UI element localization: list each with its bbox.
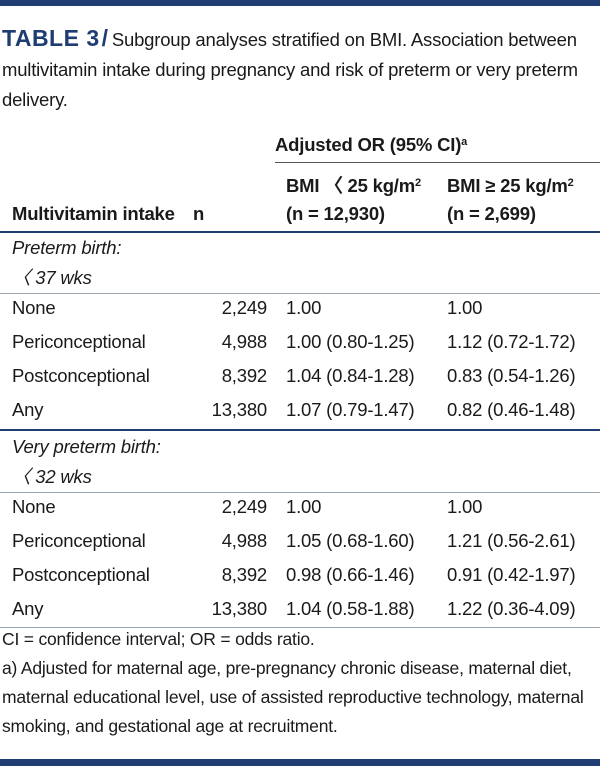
- top-accent-bar: [0, 0, 600, 6]
- row-label: None: [12, 297, 56, 318]
- row-or-bmi-high: 0.91 (0.42-1.97): [447, 564, 576, 585]
- bottom-accent-bar: [0, 759, 600, 766]
- section-divider: [0, 429, 600, 431]
- row-or-bmi-high: 1.00: [447, 297, 483, 318]
- column-header-intake: Multivitamin intake: [12, 203, 175, 224]
- row-n: 4,988: [221, 530, 267, 551]
- adjusted-or-header: Adjusted OR (95% CI)a: [275, 134, 468, 155]
- table-row: Postconceptional 8,392 0.98 (0.66-1.46) …: [0, 558, 600, 592]
- table-row: Periconceptional 4,988 1.00 (0.80-1.25) …: [0, 325, 600, 359]
- table-label: TABLE 3: [2, 25, 100, 51]
- header-rule: [0, 231, 600, 233]
- footnote-a: a) Adjusted for maternal age, pre-pregna…: [2, 658, 584, 736]
- abbreviations-note: CI = confidence interval; OR = odds rati…: [2, 629, 315, 649]
- row-n: 13,380: [211, 399, 268, 420]
- row-label: Postconceptional: [12, 564, 150, 585]
- row-or-bmi-low: 1.00 (0.80-1.25): [286, 331, 415, 352]
- table-row: Any 13,380 1.04 (0.58-1.88) 1.22 (0.36-4…: [0, 592, 600, 626]
- row-or-bmi-low: 1.04 (0.84-1.28): [286, 365, 415, 386]
- row-label: Any: [12, 598, 44, 619]
- row-label: Periconceptional: [12, 331, 146, 352]
- group-header-rule: [275, 162, 600, 163]
- table-bottom-rule: [0, 627, 600, 628]
- row-n: 8,392: [221, 564, 267, 585]
- column-header-bmi-low: BMI 〈 25 kg/m2 (n = 12,930): [286, 175, 421, 224]
- table-row: Periconceptional 4,988 1.05 (0.68-1.60) …: [0, 524, 600, 558]
- section-rule: [0, 492, 600, 493]
- row-n: 8,392: [221, 365, 267, 386]
- row-label: Periconceptional: [12, 530, 146, 551]
- row-or-bmi-low: 1.07 (0.79-1.47): [286, 399, 415, 420]
- row-or-bmi-low: 1.00: [286, 496, 322, 517]
- row-n: 2,249: [221, 496, 267, 517]
- table-row: Postconceptional 8,392 1.04 (0.84-1.28) …: [0, 359, 600, 393]
- column-header-n: n: [193, 203, 205, 224]
- caption-text: Subgroup analyses stratified on BMI. Ass…: [2, 29, 578, 110]
- section-title-preterm: Preterm birth: 〈 37 wks: [12, 237, 122, 288]
- row-n: 4,988: [221, 331, 267, 352]
- row-n: 13,380: [211, 598, 268, 619]
- row-or-bmi-high: 1.22 (0.36-4.09): [447, 598, 576, 619]
- table-row: None 2,249 1.00 1.00: [0, 490, 600, 524]
- row-or-bmi-high: 1.12 (0.72-1.72): [447, 331, 576, 352]
- row-n: 2,249: [221, 297, 267, 318]
- row-or-bmi-high: 0.82 (0.46-1.48): [447, 399, 576, 420]
- column-header-bmi-high: BMI ≥ 25 kg/m2 (n = 2,699): [447, 175, 574, 224]
- row-label: None: [12, 496, 56, 517]
- table-caption: TABLE 3/Subgroup analyses stratified on …: [2, 23, 598, 115]
- row-or-bmi-high: 1.00: [447, 496, 483, 517]
- row-or-bmi-high: 0.83 (0.54-1.26): [447, 365, 576, 386]
- table-row: Any 13,380 1.07 (0.79-1.47) 0.82 (0.46-1…: [0, 393, 600, 427]
- row-or-bmi-low: 0.98 (0.66-1.46): [286, 564, 415, 585]
- row-label: Postconceptional: [12, 365, 150, 386]
- row-or-bmi-low: 1.04 (0.58-1.88): [286, 598, 415, 619]
- section-rule: [0, 293, 600, 294]
- caption-slash: /: [101, 25, 108, 51]
- row-or-bmi-low: 1.00: [286, 297, 322, 318]
- footnote-marker: a: [461, 136, 468, 148]
- row-label: Any: [12, 399, 44, 420]
- section-title-very-preterm: Very preterm birth: 〈 32 wks: [12, 436, 161, 487]
- row-or-bmi-high: 1.21 (0.56-2.61): [447, 530, 576, 551]
- table-row: None 2,249 1.00 1.00: [0, 291, 600, 325]
- table-notes: CI = confidence interval; OR = odds rati…: [2, 625, 598, 741]
- row-or-bmi-low: 1.05 (0.68-1.60): [286, 530, 415, 551]
